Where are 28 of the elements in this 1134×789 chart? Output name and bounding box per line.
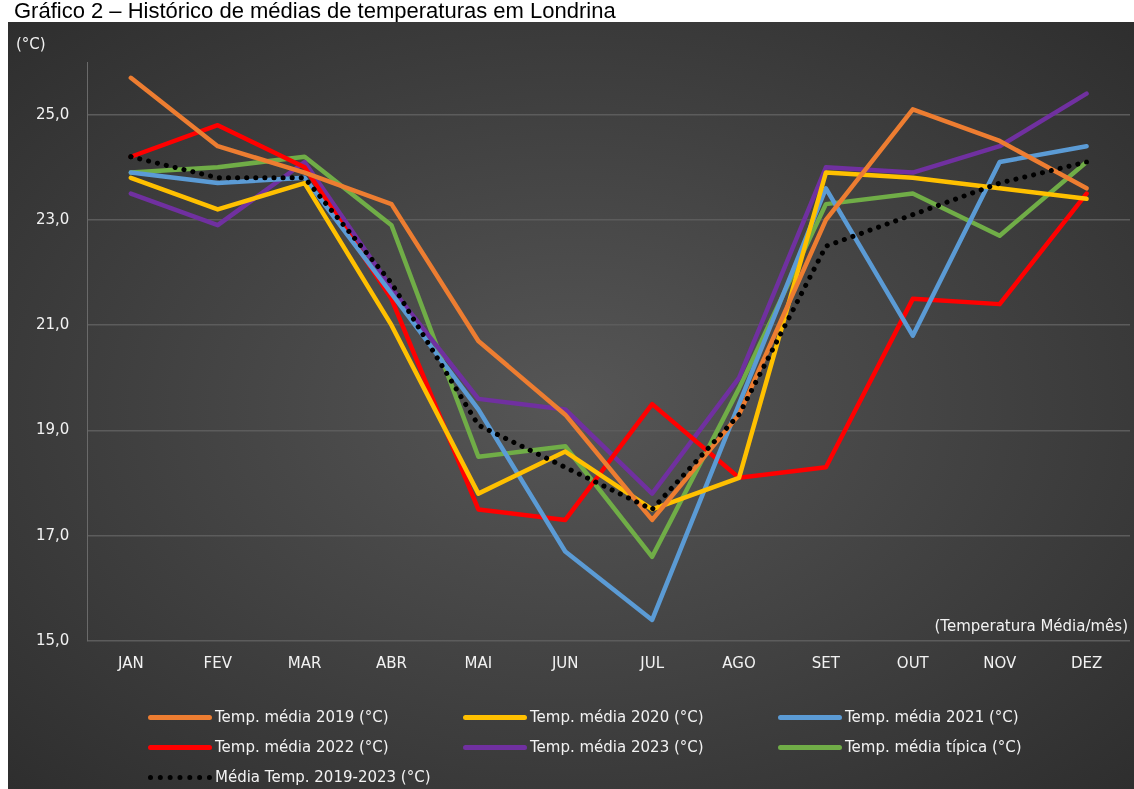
chart-title: Gráfico 2 – Histórico de médias de temperaturas em Londrina	[14, 0, 616, 23]
x-tick-label: JUL	[639, 653, 665, 672]
x-tick-label: NOV	[983, 653, 1017, 672]
y-axis-title: (°C)	[16, 35, 46, 54]
x-tick-label: FEV	[203, 653, 233, 672]
legend-label: Temp. média 2019 (°C)	[215, 708, 389, 726]
x-tick-label: OUT	[896, 653, 930, 672]
x-tick-label: JAN	[117, 653, 144, 672]
legend-label: Temp. média 2021 (°C)	[845, 708, 1019, 726]
x-tick-label: MAI	[464, 653, 493, 672]
x-tick-label: SET	[811, 653, 841, 672]
x-tick-label: JUN	[550, 653, 579, 672]
y-tick-label: 25,0	[35, 104, 70, 123]
y-tick-label: 23,0	[35, 209, 70, 228]
legend-label: Temp. média 2020 (°C)	[530, 708, 704, 726]
x-tick-label: ABR	[376, 653, 407, 672]
x-tick-label: AGO	[722, 653, 756, 672]
legend-label: Média Temp. 2019-2023 (°C)	[215, 768, 431, 786]
y-tick-label: 21,0	[35, 315, 70, 334]
annotation: (Temperatura Média/mês)	[934, 617, 1128, 636]
y-tick-label: 19,0	[35, 420, 70, 439]
y-tick-label: 17,0	[35, 525, 70, 544]
legend-label: Temp. média 2023 (°C)	[530, 738, 704, 756]
legend-label: Temp. média 2022 (°C)	[215, 738, 389, 756]
legend-label: Temp. média típica (°C)	[845, 738, 1022, 756]
x-tick-label: DEZ	[1070, 653, 1103, 672]
y-tick-label: 15,0	[35, 630, 70, 649]
x-tick-label: MAR	[287, 653, 322, 672]
